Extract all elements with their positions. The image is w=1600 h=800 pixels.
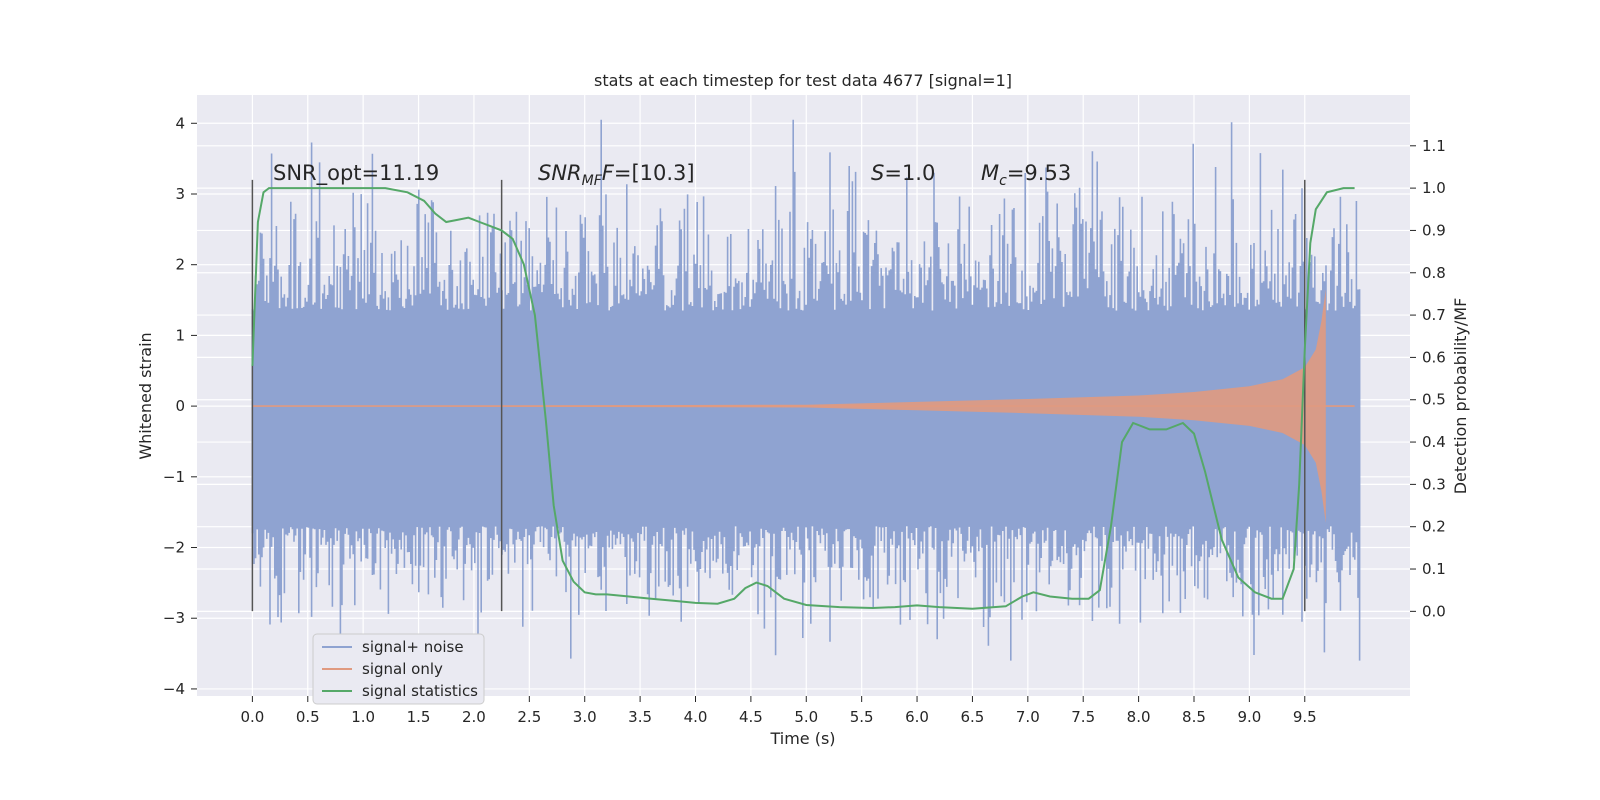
x-tick-label: 2.5 [517,708,541,726]
y-left-tick-label: 2 [175,256,185,274]
x-tick-label: 4.5 [739,708,763,726]
legend-box [312,633,485,705]
y-right-tick-label: 1.0 [1422,179,1446,197]
y-left-tick-label: −2 [163,539,185,557]
signal-statistics-series [251,187,1355,610]
x-tick-label: 1.0 [351,708,375,726]
y-left-tick-label: 1 [175,326,185,344]
y-left-tick-label: 0 [175,397,185,415]
legend-label-signal-noise: signal+ noise [362,638,464,656]
y-right-tick-label: 0.1 [1422,560,1446,578]
y-right-tick-label: 1.1 [1422,137,1446,155]
x-axis: 0.0 0.5 1.0 1.5 2.0 2.5 3.0 3.5 4.0 4.5 5.0 5.5 6.0 6… [240,696,1317,726]
x-tick-label: 0.5 [296,708,320,726]
vertical-markers [251,179,1306,612]
y-axis-right: 1.1 1.0 0.9 0.8 0.7 0.6 0.5 0.4 0.3 0.2 0.1 0.0 [1410,137,1446,620]
y-right-tick-label: 0.4 [1422,433,1446,451]
x-tick-label: 8.0 [1127,708,1151,726]
x-tick-label: 8.5 [1182,708,1206,726]
y-left-tick-label: −4 [163,680,185,698]
x-tick-label: 3.5 [628,708,652,726]
annotation-s: S=1.0 [871,161,935,185]
y-right-tick-label: 0.2 [1422,518,1446,536]
annotation-snr-mf: SNRMFF=[10.3] [538,161,695,189]
x-tick-label: 7.0 [1016,708,1040,726]
x-tick-label: 1.5 [407,708,431,726]
annotation-snr-opt: SNR_opt=11.19 [273,161,439,186]
y-left-tick-label: −1 [163,468,185,486]
x-tick-label: 5.5 [850,708,874,726]
y-axis-left: 4 3 2 1 0 −1 −2 −3 −4 [163,114,197,698]
legend-label-signal-statistics: signal statistics [362,682,478,700]
y-left-tick-label: 4 [175,114,185,132]
x-tick-label: 5.0 [794,708,818,726]
y-right-tick-label: 0.5 [1422,391,1446,409]
y-right-tick-label: 0.9 [1422,221,1446,239]
legend-label-signal-only: signal only [362,660,443,678]
y-left-tick-label: 3 [175,185,185,203]
x-tick-label: 7.5 [1071,708,1095,726]
signal-only-series [252,289,1355,523]
x-tick-label: 4.0 [684,708,708,726]
x-axis-title: Time (s) [769,729,835,748]
x-tick-label: 3.0 [573,708,597,726]
signal-statistics-line [251,187,1355,610]
y-left-tick-label: −3 [163,609,185,627]
y-right-tick-label: 0.7 [1422,306,1446,324]
y-right-tick-label: 0.6 [1422,348,1446,366]
annotation-mc: Mc=9.53 [981,161,1071,189]
y-axis-right-title: Detection probability/MF [1451,298,1470,495]
chart-title: stats at each timestep for test data 467… [594,71,1012,90]
y-right-tick-label: 0.3 [1422,475,1446,493]
x-tick-label: 9.0 [1237,708,1261,726]
x-tick-label: 6.0 [905,708,929,726]
x-tick-label: 6.5 [961,708,985,726]
legend: signal+ noise signal only signal statist… [312,633,485,705]
y-right-tick-label: 0.8 [1422,264,1446,282]
x-tick-label: 2.0 [462,708,486,726]
x-tick-label: 9.5 [1293,708,1317,726]
x-tick-label: 0.0 [240,708,264,726]
y-axis-left-title: Whitened strain [136,332,155,459]
y-right-tick-label: 0.0 [1422,602,1446,620]
